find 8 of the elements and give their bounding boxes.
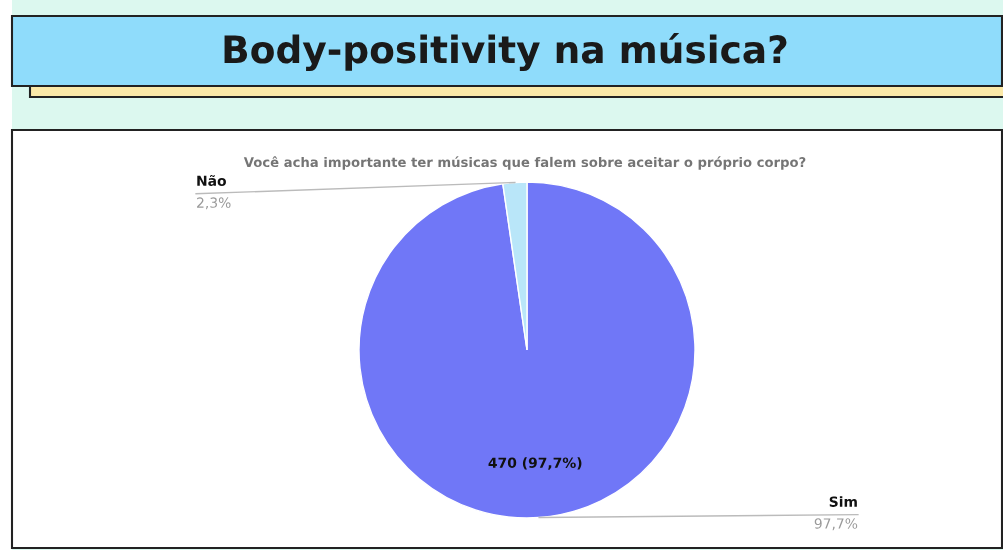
slice-label: Não [197,175,226,187]
text: 2,3% [197,197,231,210]
text: 97,7% [814,518,858,531]
slice-label: Sim [829,496,857,507]
pie-slice [358,181,696,519]
chart-subtitle: Você acha importante ter músicas que falem sobre aceitar o próprio corpo? [243,156,806,170]
data-label: 470 (97,7%) [488,457,582,470]
chart-title: Body-positivity na música? [224,32,787,72]
